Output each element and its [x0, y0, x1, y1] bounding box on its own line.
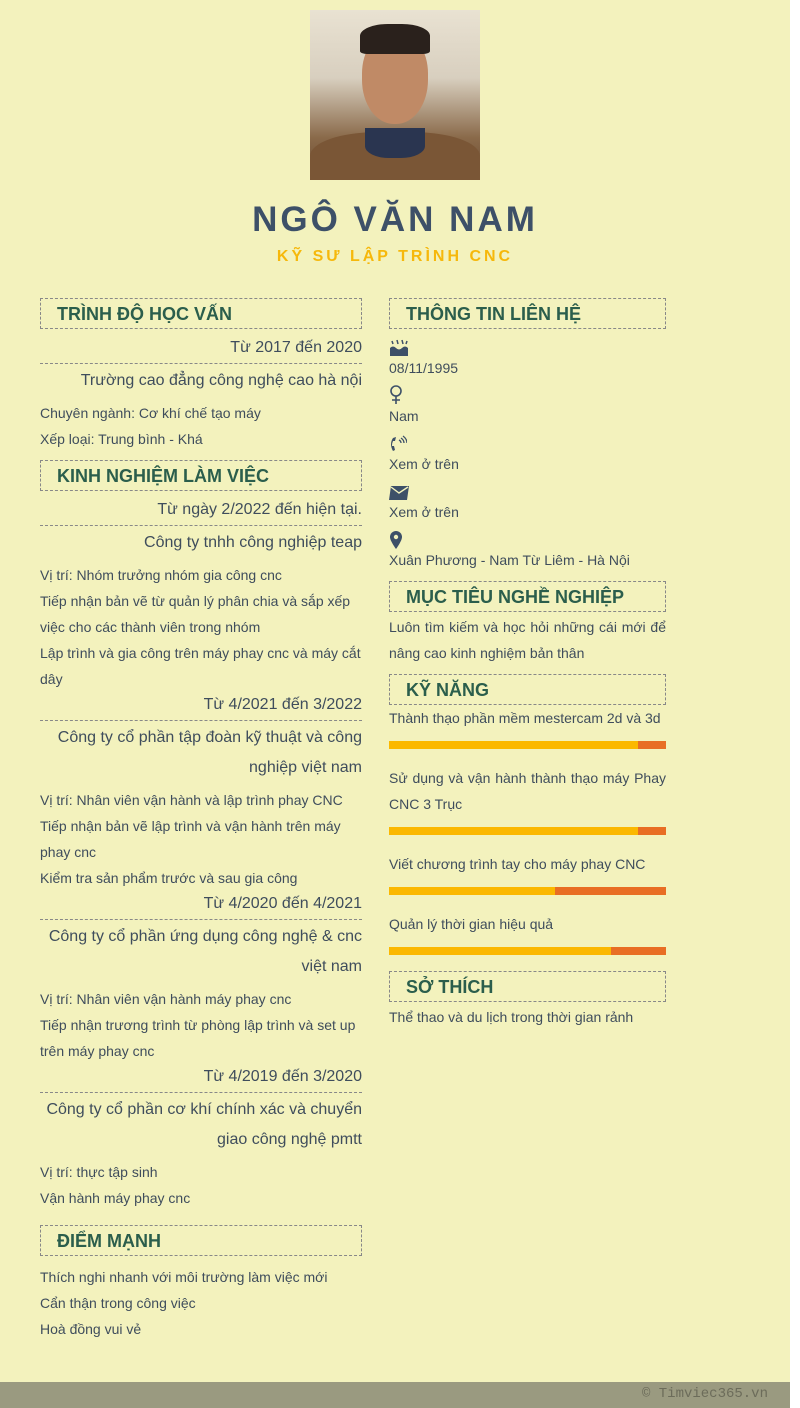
contact-heading: THÔNG TIN LIÊN HỆ: [389, 298, 666, 329]
entry-detail: Tiếp nhận bản vẽ lập trình và vận hành t…: [40, 818, 341, 860]
skill-level-bar: [389, 947, 666, 955]
experience-entry: Từ 4/2020 đến 4/2021 Công ty cổ phần ứng …: [40, 891, 362, 1064]
left-column: TRÌNH ĐỘ HỌC VẤN Từ 2017 đến 2020 Trường …: [40, 298, 362, 1342]
contact-value: Xuân Phương - Nam Từ Liêm - Hà Nội: [389, 552, 630, 568]
envelope-icon: [389, 479, 666, 501]
skill-name: Quản lý thời gian hiệu quả: [389, 916, 554, 932]
birthday-cake-icon: [389, 335, 666, 357]
entry-date: Từ 4/2020 đến 4/2021: [40, 891, 362, 920]
strength-item: Hoà đồng vui vẻ: [40, 1321, 142, 1337]
strength-item: Thích nghi nhanh với môi trường làm việc…: [40, 1269, 328, 1285]
entry-detail: Vị trí: thực tập sinh: [40, 1164, 158, 1180]
skill-level-bar: [389, 741, 666, 749]
entry-detail: Xếp loại: Trung bình - Khá: [40, 431, 203, 447]
hobbies-text: Thể thao và du lịch trong thời gian rảnh: [389, 1009, 634, 1025]
entry-organization: Công ty cổ phần cơ khí chính xác và chuy…: [46, 1101, 362, 1148]
contact-value: Xem ở trên: [389, 504, 459, 520]
entry-detail: Vị trí: Nhóm trưởng nhóm gia công cnc: [40, 567, 282, 583]
contact-value: Xem ở trên: [389, 456, 459, 472]
job-title: KỸ SƯ LẬP TRÌNH CNC: [276, 248, 514, 265]
entry-organization: Công ty cổ phần tập đoàn kỹ thuật và côn…: [57, 729, 362, 776]
experience-entry: Từ 4/2021 đến 3/2022 Công ty cổ phần tập …: [40, 692, 362, 891]
entry-organization: Công ty tnhh công nghiệp teap: [144, 534, 362, 551]
entry-detail: Tiếp nhận bản vẽ từ quản lý phân chia và…: [40, 593, 351, 635]
avatar: [310, 10, 480, 180]
entry-detail: Tiếp nhận trương trình từ phòng lập trìn…: [40, 1017, 356, 1059]
footer-credit: © Timviec365.vn: [0, 1382, 790, 1408]
skill-name: Thành thạo phần mềm mestercam 2d và 3d: [389, 710, 661, 726]
hobbies-heading: SỞ THÍCH: [389, 971, 666, 1002]
skill-level-fill: [389, 741, 639, 749]
entry-detail: Kiểm tra sản phẩm trước và sau gia công: [40, 870, 298, 886]
phone-icon: [389, 431, 666, 453]
right-column: THÔNG TIN LIÊN HỆ 08/11/1995 Nam Xem ở trê…: [389, 298, 666, 1030]
skill-level-fill: [389, 887, 556, 895]
skill-level-bar: [389, 887, 666, 895]
gender-icon: [389, 383, 666, 405]
skill-level-fill: [389, 947, 611, 955]
entry-detail: Vị trí: Nhân viên vận hành máy phay cnc: [40, 991, 292, 1007]
entry-detail: Vị trí: Nhân viên vận hành và lập trình …: [40, 792, 343, 808]
candidate-name: NGÔ VĂN NAM: [252, 200, 538, 239]
entry-organization: Trường cao đẳng công nghệ cao hà nội: [80, 372, 362, 389]
entry-detail: Vận hành máy phay cnc: [40, 1190, 191, 1206]
experience-entry: Từ ngày 2/2022 đến hiện tại. Công ty tnhh…: [40, 497, 362, 692]
entry-date: Từ 4/2021 đến 3/2022: [40, 692, 362, 721]
entry-date: Từ 2017 đến 2020: [40, 335, 362, 364]
skill-level-fill: [389, 827, 639, 835]
entry-detail: Lập trình và gia công trên máy phay cnc …: [40, 645, 361, 687]
entry-date: Từ ngày 2/2022 đến hiện tại.: [40, 497, 362, 526]
skill-name: Viết chương trình tay cho máy phay CNC: [389, 856, 646, 872]
entry-detail: Chuyên ngành: Cơ khí chế tạo máy: [40, 405, 261, 421]
strength-item: Cẩn thận trong công việc: [40, 1295, 196, 1311]
experience-entry: Từ 4/2019 đến 3/2020 Công ty cổ phần cơ k…: [40, 1064, 362, 1211]
contact-value: Nam: [389, 408, 419, 424]
experience-heading: KINH NGHIỆM LÀM VIỆC: [40, 460, 362, 491]
contact-value: 08/11/1995: [389, 360, 459, 376]
education-heading: TRÌNH ĐỘ HỌC VẤN: [40, 298, 362, 329]
map-marker-icon: [389, 527, 666, 549]
objective-text: Luôn tìm kiếm và học hỏi những cái mới đ…: [389, 619, 666, 661]
education-entry: Từ 2017 đến 2020 Trường cao đẳng công ngh…: [40, 335, 362, 452]
objective-heading: MỤC TIÊU NGHỀ NGHIỆP: [389, 581, 666, 612]
strengths-heading: ĐIỂM MẠNH: [40, 1225, 362, 1256]
skill-name: Sử dụng và vận hành thành thạo máy Phay …: [389, 770, 666, 812]
skills-heading: KỸ NĂNG: [389, 674, 666, 705]
entry-organization: Công ty cổ phần ứng dụng công nghệ & cnc…: [48, 928, 362, 975]
entry-date: Từ 4/2019 đến 3/2020: [40, 1064, 362, 1093]
skill-level-bar: [389, 827, 666, 835]
